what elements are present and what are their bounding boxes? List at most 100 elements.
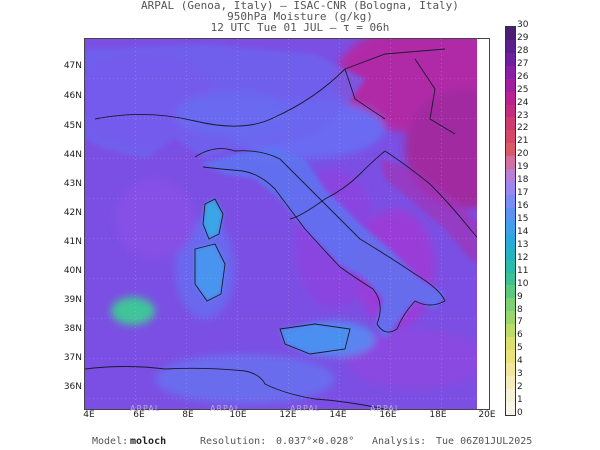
colorbar-segment: [506, 350, 515, 363]
colorbar-segment: [506, 337, 515, 351]
colorbar-label: 7: [517, 317, 523, 328]
colorbar-label: 8: [517, 304, 523, 315]
lon-label: 10E: [229, 410, 247, 420]
colorbar-segment: [506, 324, 515, 338]
colorbar-segment: [506, 27, 515, 40]
lat-label: 41N: [63, 237, 82, 247]
model-label: Model:: [92, 436, 129, 447]
lat-label: 43N: [63, 179, 82, 189]
colorbar-label: 23: [517, 110, 529, 121]
lat-label: 37N: [63, 353, 82, 363]
resolution-value: 0.037°×0.028°: [276, 436, 355, 447]
colorbar-segment: [506, 375, 515, 389]
colorbar-label: 12: [517, 252, 529, 263]
lat-label: 40N: [63, 266, 82, 276]
lon-label: 14E: [329, 410, 347, 420]
colorbar-label: 5: [517, 343, 523, 354]
colorbar-segment: [506, 194, 515, 208]
colorbar-segment: [506, 52, 515, 66]
lat-label: 47N: [63, 61, 82, 71]
watermark: ARPAL: [130, 404, 161, 413]
watermark: ARPAL: [290, 404, 321, 413]
colorbar-label: 15: [517, 214, 529, 224]
colorbar-segment: [506, 246, 515, 260]
colorbar-segment: [506, 207, 515, 221]
domain-edge-mask: [477, 39, 489, 409]
colorbar-label: 10: [517, 278, 529, 289]
colorbar-segment: [506, 298, 515, 312]
resolution-label: Resolution:: [200, 436, 267, 447]
colorbar-label: 6: [517, 330, 523, 341]
colorbar-segment: [506, 130, 515, 144]
colorbar-label: 28: [517, 45, 529, 56]
colorbar-label: 27: [517, 58, 529, 69]
colorbar-segment: [506, 91, 515, 105]
colorbar-label: 30: [517, 20, 529, 30]
colorbar-segment: [506, 169, 515, 183]
lat-label: 36N: [63, 382, 82, 392]
colorbar-label: 21: [517, 136, 529, 147]
colorbar-label: 25: [517, 84, 529, 95]
title-line-3: 12 UTC Tue 01 JUL — τ = 06h: [210, 21, 390, 34]
colorbar-segment: [506, 362, 515, 376]
watermark: ARPAL: [370, 404, 401, 413]
model-value: moloch: [130, 436, 167, 447]
colorbar-label: 9: [517, 291, 523, 302]
colorbar-segment: [506, 78, 515, 92]
colorbar-segment: [506, 143, 515, 157]
lat-label: 39N: [63, 295, 82, 305]
lat-label: 45N: [63, 121, 82, 131]
lon-label: 4E: [83, 410, 95, 420]
colorbar-segment: [506, 259, 515, 273]
colorbar-segment: [506, 65, 515, 79]
colorbar-segment: [506, 401, 515, 415]
colorbar-label: 29: [517, 32, 529, 43]
colorbar-label: 17: [517, 188, 529, 199]
colorbar-label: 4: [517, 356, 523, 367]
colorbar-label: 19: [517, 162, 529, 173]
colorbar-label: 11: [517, 265, 529, 276]
colorbar-label: 22: [517, 123, 529, 134]
lon-label: 6E: [133, 410, 145, 420]
colorbar-label: 1: [517, 395, 523, 406]
colorbar-segment: [506, 220, 515, 234]
colorbar-label: 13: [517, 239, 529, 250]
title-line-2: 950hPa Moisture (g/kg): [227, 10, 373, 23]
colorbar-segment: [506, 388, 515, 402]
colorbar: [505, 26, 516, 416]
lat-label: 38N: [63, 324, 82, 334]
lon-label: 12E: [279, 410, 297, 420]
colorbar-segment: [506, 311, 515, 325]
colorbar-segment: [506, 285, 515, 299]
analysis-value: Tue 06Z01JUL2025: [436, 436, 533, 447]
lon-label: 8E: [182, 410, 194, 420]
lat-label: 44N: [63, 150, 82, 160]
graticule: [85, 39, 489, 409]
colorbar-segment: [506, 233, 515, 247]
title-line-1: ARPAL (Genoa, Italy) — ISAC-CNR (Bologna…: [141, 0, 459, 12]
watermark: ARPAL: [210, 404, 241, 413]
colorbar-label: 24: [517, 97, 529, 108]
colorbar-segment: [506, 182, 515, 195]
lon-label: 20E: [478, 410, 496, 420]
colorbar-label: 16: [517, 201, 529, 212]
colorbar-label: 3: [517, 369, 523, 380]
lon-label: 18E: [429, 410, 447, 420]
colorbar-label: 18: [517, 175, 529, 186]
colorbar-label: 14: [517, 226, 529, 237]
colorbar-segment: [506, 156, 515, 170]
colorbar-segment: [506, 117, 515, 131]
lat-label: 46N: [63, 91, 82, 101]
analysis-label: Analysis:: [372, 436, 427, 447]
colorbar-label: 2: [517, 382, 523, 393]
colorbar-label: 20: [517, 149, 529, 160]
moisture-map: [84, 38, 490, 410]
colorbar-segment: [506, 272, 515, 286]
colorbar-label: 26: [517, 71, 529, 82]
lat-label: 42N: [63, 208, 82, 218]
colorbar-label: 0: [517, 408, 523, 418]
colorbar-segment: [506, 39, 515, 53]
map-canvas: [85, 39, 489, 409]
colorbar-segment: [506, 104, 515, 118]
lon-label: 16E: [379, 410, 397, 420]
